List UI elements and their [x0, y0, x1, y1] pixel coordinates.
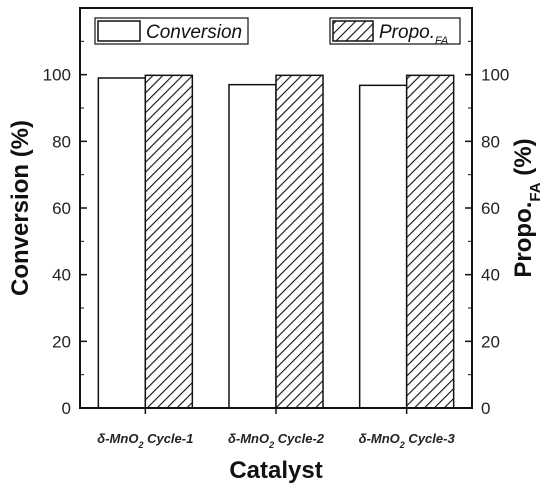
x-tick-label-3: δ-MnO2 Cycle-3	[359, 431, 456, 450]
bar-propo-fa-1	[144, 74, 194, 409]
bars-group: δ-MnO2 Cycle-1 δ-MnO2 Cycle-2 δ-MnO2 Cycle…	[97, 74, 456, 450]
y-axis-title: Conversion (%)	[7, 120, 34, 296]
x-axis-title: Catalyst	[229, 457, 322, 484]
y-tick-label-0: 0	[62, 399, 71, 418]
y-tick-label-80: 80	[52, 132, 71, 151]
bar-propo-fa-3	[405, 74, 455, 409]
y-tick-label-100: 100	[43, 66, 71, 85]
y-tick-label-40: 40	[52, 266, 71, 285]
ticks-group: 0 20 40 60 80 100 0 20 40 60 80 100	[43, 40, 509, 418]
y-right-tick-label-20: 20	[481, 332, 500, 351]
x-tick-label-1: δ-MnO2 Cycle-1	[97, 431, 193, 450]
y-right-tick-label-40: 40	[481, 266, 500, 285]
legend: Conversion Propo.FA	[94, 17, 461, 47]
legend-swatch-propo-fa	[332, 20, 374, 42]
y-right-tick-label-0: 0	[481, 399, 490, 418]
bar-conversion-1	[97, 77, 147, 409]
bar-conversion-2	[228, 83, 277, 409]
legend-label-conversion: Conversion	[146, 22, 242, 43]
y-right-tick-label-80: 80	[481, 132, 500, 151]
y-tick-label-20: 20	[52, 332, 71, 351]
bar-propo-fa-2	[275, 74, 324, 409]
y-right-tick-label-100: 100	[481, 66, 509, 85]
bar-conversion-3	[358, 84, 408, 409]
plot-frame	[79, 7, 473, 409]
legend-swatch-conversion	[97, 20, 141, 42]
x-tick-label-2: δ-MnO2 Cycle-2	[228, 431, 325, 450]
legend-label-propo-fa: Propo.FA	[379, 22, 448, 47]
y-axis-right-title: Propo.FA (%)	[510, 138, 544, 277]
y-right-tick-label-60: 60	[481, 199, 500, 218]
y-tick-label-60: 60	[52, 199, 71, 218]
